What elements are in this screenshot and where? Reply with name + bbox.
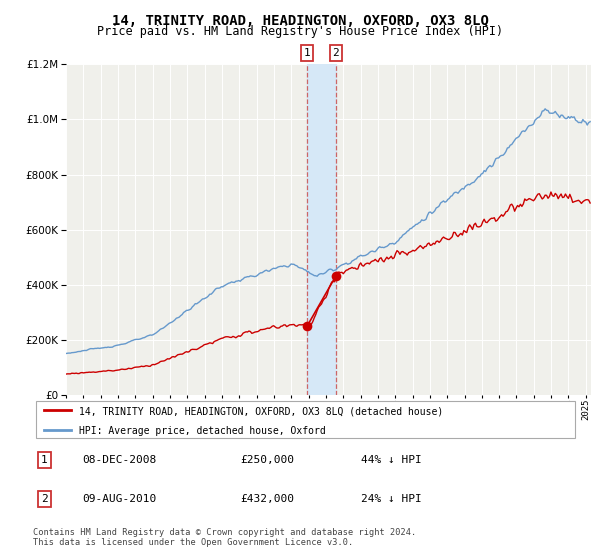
Text: 1: 1 [304, 48, 311, 58]
Text: HPI: Average price, detached house, Oxford: HPI: Average price, detached house, Oxfo… [79, 426, 326, 436]
Text: 44% ↓ HPI: 44% ↓ HPI [361, 455, 421, 465]
Text: 14, TRINITY ROAD, HEADINGTON, OXFORD, OX3 8LQ (detached house): 14, TRINITY ROAD, HEADINGTON, OXFORD, OX… [79, 407, 443, 417]
Text: Contains HM Land Registry data © Crown copyright and database right 2024.
This d: Contains HM Land Registry data © Crown c… [33, 528, 416, 547]
FancyBboxPatch shape [36, 401, 575, 438]
Text: 1: 1 [41, 455, 48, 465]
Text: £432,000: £432,000 [241, 494, 295, 504]
Text: 09-AUG-2010: 09-AUG-2010 [82, 494, 157, 504]
Text: £250,000: £250,000 [241, 455, 295, 465]
Text: 14, TRINITY ROAD, HEADINGTON, OXFORD, OX3 8LQ: 14, TRINITY ROAD, HEADINGTON, OXFORD, OX… [112, 14, 488, 28]
Text: Price paid vs. HM Land Registry's House Price Index (HPI): Price paid vs. HM Land Registry's House … [97, 25, 503, 38]
Bar [307, 64, 336, 395]
Text: 2: 2 [332, 48, 340, 58]
Text: 24% ↓ HPI: 24% ↓ HPI [361, 494, 421, 504]
Text: 08-DEC-2008: 08-DEC-2008 [82, 455, 157, 465]
Text: 2: 2 [41, 494, 48, 504]
